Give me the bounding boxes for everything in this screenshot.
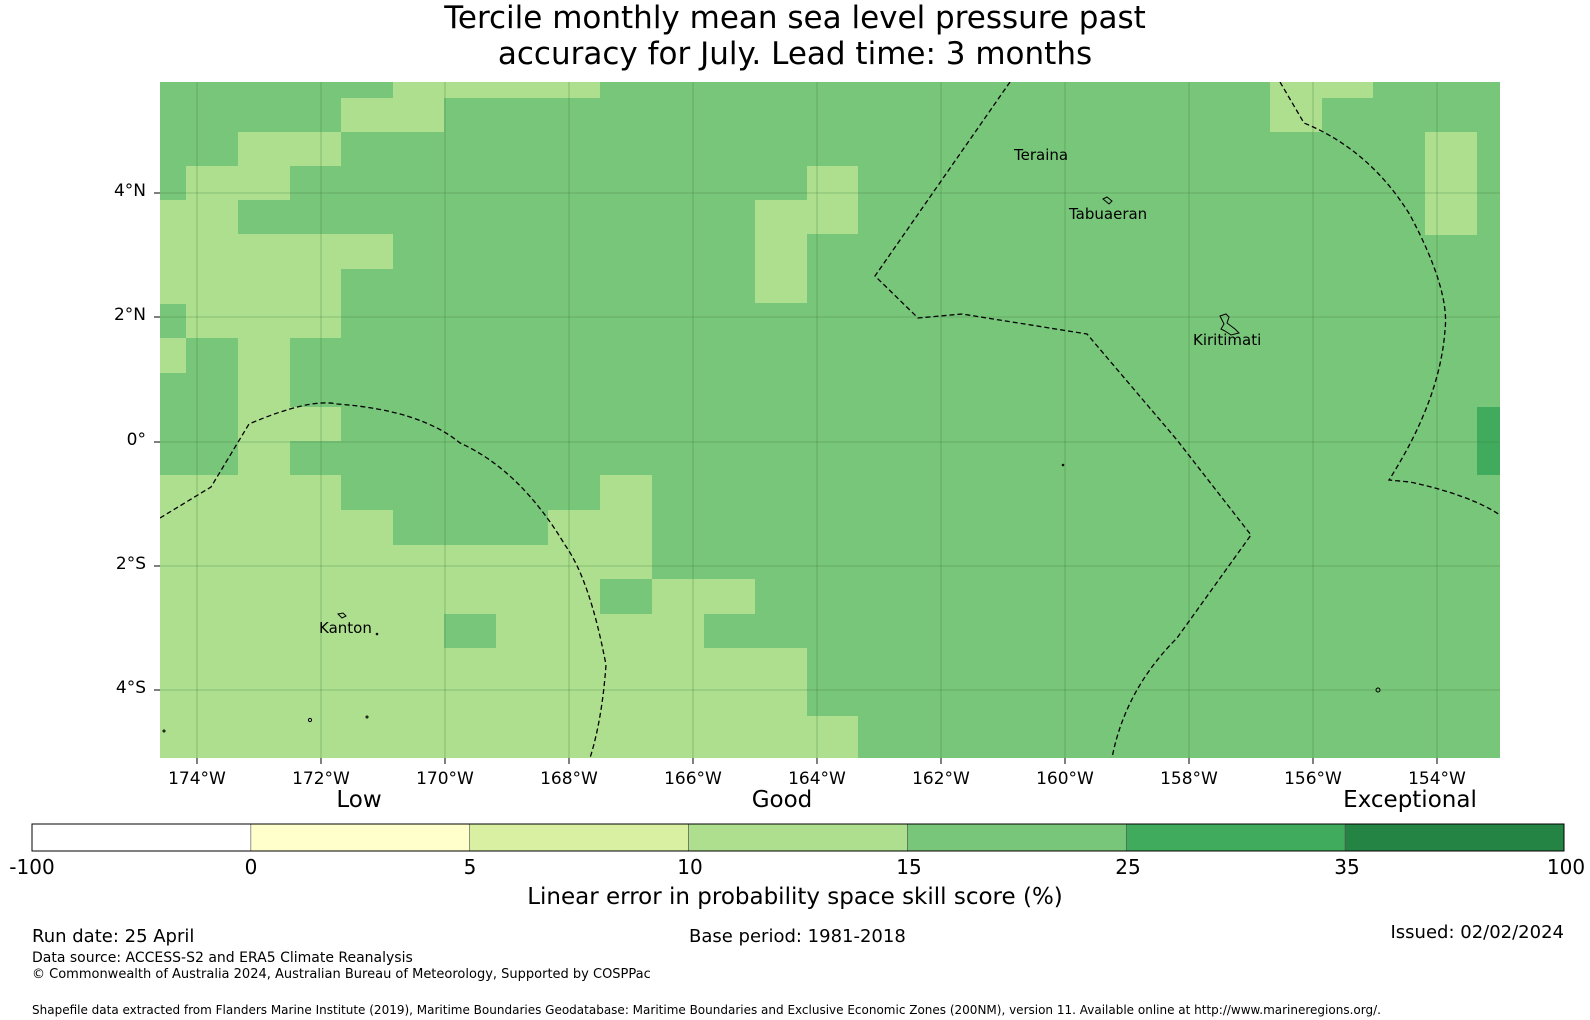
colorbar-tick-label: -100	[9, 855, 55, 879]
small-islet	[307, 717, 313, 723]
lon-label: 156°W	[1284, 769, 1342, 789]
kiritimati-island	[1219, 313, 1240, 336]
chart-title-line-2: accuracy for July. Lead time: 3 months	[497, 36, 1093, 72]
place-label-teraina: Teraina	[1014, 146, 1069, 164]
copyright: © Commonwealth of Australia 2024, Austra…	[32, 967, 651, 982]
small-islet	[1375, 687, 1381, 693]
colorbar-segment	[469, 823, 689, 852]
small-islet	[365, 715, 369, 719]
lon-label: 166°W	[664, 769, 722, 789]
colorbar-tick-label: 25	[1115, 855, 1141, 879]
map-plot-area	[160, 82, 1500, 758]
colorbar-tick-label: 35	[1334, 855, 1360, 879]
lon-label: 172°W	[292, 769, 350, 789]
small-islet	[1061, 463, 1065, 467]
colorbar-frame	[31, 823, 1565, 852]
lon-label: 162°W	[912, 769, 970, 789]
colorbar-label: Linear error in probability space skill …	[527, 884, 1063, 910]
place-label-kanton: Kanton	[319, 619, 372, 637]
lat-label: 0°	[126, 430, 146, 450]
colorbar-tick-label: 10	[677, 855, 703, 879]
lat-label: 4°N	[113, 181, 146, 201]
colorbar-tick-label: 0	[244, 855, 258, 879]
data-source: Data source: ACCESS-S2 and ERA5 Climate …	[32, 950, 413, 966]
base-period: Base period: 1981-2018	[689, 926, 906, 947]
lon-label: 158°W	[1160, 769, 1218, 789]
colorbar-tick-label: 5	[463, 855, 477, 879]
small-islet	[162, 729, 166, 733]
lat-label: 4°S	[115, 678, 146, 698]
lon-label: 170°W	[416, 769, 474, 789]
lat-label: 2°S	[115, 554, 146, 574]
colorbar-category-low: Low	[336, 787, 382, 813]
colorbar	[31, 192, 1565, 852]
colorbar-category-exceptional: Exceptional	[1343, 787, 1477, 813]
shapefile-credit: Shapefile data extracted from Flanders M…	[32, 1003, 1381, 1017]
lon-label: 154°W	[1408, 769, 1466, 789]
colorbar-tick-label: 15	[896, 855, 922, 879]
colorbar-category-good: Good	[751, 787, 813, 813]
tabuaeran-island	[1102, 196, 1113, 205]
kanton-island	[336, 612, 347, 619]
lat-label: 2°N	[113, 305, 146, 325]
colorbar-segment	[907, 823, 1127, 852]
place-label-kiritimati: Kiritimati	[1193, 331, 1262, 349]
colorbar-segment	[250, 823, 471, 852]
skill-field-15-25-patches	[393, 510, 652, 648]
colorbar-tick-label: 100	[1546, 855, 1586, 879]
issued-date: Issued: 02/02/2024	[1390, 922, 1564, 943]
eez-boundaries	[160, 82, 1500, 758]
run-date: Run date: 25 April	[32, 926, 195, 947]
lon-label: 168°W	[540, 769, 598, 789]
island-outlines	[162, 196, 1381, 733]
skill-field-10-15	[160, 82, 1477, 758]
colorbar-segment	[1125, 823, 1346, 852]
lon-label: 174°W	[168, 769, 226, 789]
lon-label: 164°W	[788, 769, 846, 789]
skill-field-25-35	[1477, 407, 1500, 475]
map-gridlines	[160, 82, 1500, 758]
colorbar-segment	[688, 823, 908, 852]
colorbar-segment	[1344, 823, 1565, 852]
small-islet	[375, 632, 379, 636]
lon-label: 160°W	[1036, 769, 1094, 789]
colorbar-segment	[31, 823, 252, 852]
chart-title-line-1: Tercile monthly mean sea level pressure …	[444, 0, 1146, 36]
place-label-tabuaeran: Tabuaeran	[1069, 205, 1148, 223]
